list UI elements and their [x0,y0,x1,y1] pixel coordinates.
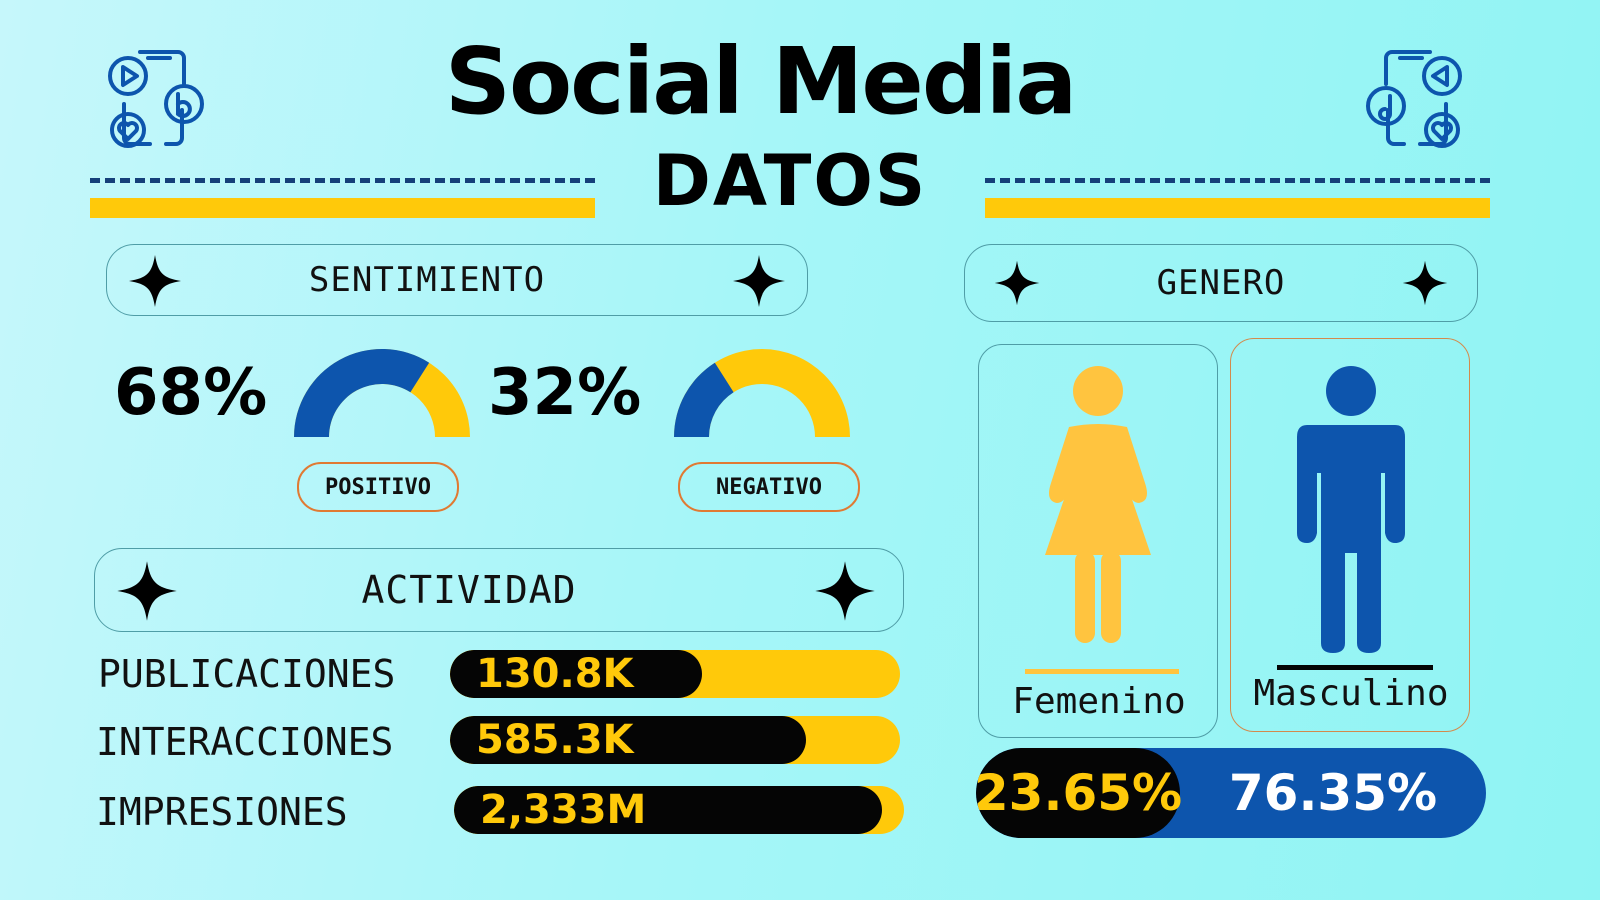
female-label: Femenino [1012,681,1186,722]
gender-header: GENERO [964,244,1478,322]
divider-yellow-left [90,198,595,218]
metric-value-impresiones: 2,333M [480,787,647,833]
divider-dashed-right [985,178,1490,183]
negative-gauge [674,349,850,437]
metric-bar-fill: 2,333M [454,786,882,834]
sparkle-icon [733,255,785,307]
activity-heading: ACTIVIDAD [361,568,577,612]
sparkle-icon [129,255,181,307]
male-underline [1277,665,1433,670]
activity-header: ACTIVIDAD [94,548,904,632]
sparkle-icon [815,561,875,621]
positive-percent: 68% [114,356,268,430]
social-media-phone-icon [1366,50,1462,148]
sentiment-header: SENTIMIENTO [106,244,808,316]
sparkle-icon [1402,260,1448,306]
positive-gauge [294,349,470,437]
gender-split-female: 23.65% [976,748,1183,838]
male-label: Masculino [1253,673,1449,714]
metric-label-publicaciones: PUBLICACIONES [98,652,396,696]
female-percent: 23.65% [976,764,1183,822]
gauge-blue-segment [294,349,430,437]
female-person-icon [1045,366,1151,643]
metric-bar-publicaciones: 130.8K [450,650,900,698]
metric-label-impresiones: IMPRESIONES [96,790,348,834]
metric-bar-impresiones: 2,333M [454,786,904,834]
sentiment-heading: SENTIMIENTO [308,260,546,300]
female-underline [1025,669,1179,674]
metric-bar-fill: 585.3K [450,716,806,764]
sparkle-icon [994,260,1040,306]
gender-split-bar: 23.65% 76.35% [976,748,1486,838]
gender-split-male: 76.35% [1180,748,1486,838]
divider-yellow-right [985,198,1490,218]
male-person-icon [1297,366,1405,653]
male-percent: 76.35% [1228,764,1438,822]
negative-percent: 32% [488,356,642,430]
gauge-blue-segment [674,362,734,437]
metric-value-publicaciones: 130.8K [476,651,634,697]
metric-label-interacciones: INTERACCIONES [96,720,394,764]
page-title: Social Media [444,28,1078,135]
metric-bar-fill: 130.8K [450,650,702,698]
sparkle-icon [117,561,177,621]
positive-tag: POSITIVO [297,462,459,512]
negative-tag: NEGATIVO [678,462,860,512]
page-subtitle: DATOS [652,140,928,222]
female-card: Femenino [978,344,1218,738]
social-media-phone-icon [108,50,204,148]
gender-heading: GENERO [1156,263,1286,303]
metric-value-interacciones: 585.3K [476,717,634,763]
metric-bar-interacciones: 585.3K [450,716,900,764]
divider-dashed-left [90,178,595,183]
male-card: Masculino [1230,338,1470,732]
